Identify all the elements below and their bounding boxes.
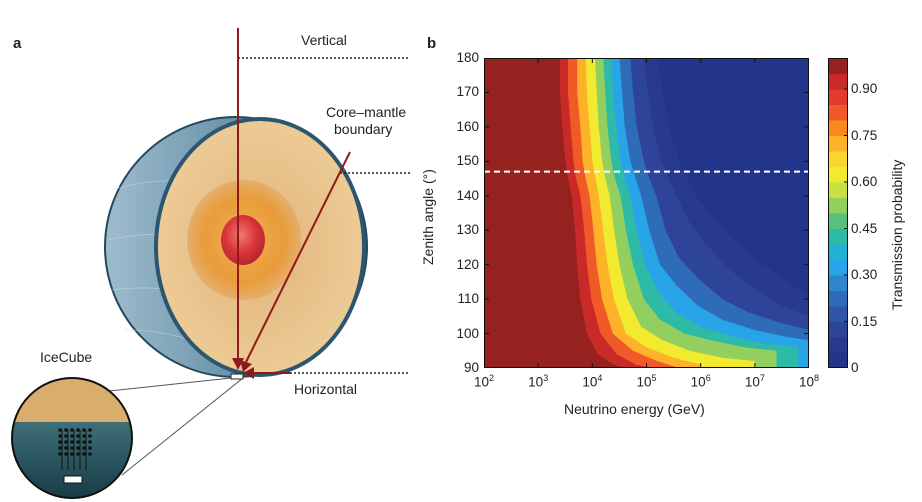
colorbar-swatch <box>828 259 848 276</box>
y-tick-label: 140 <box>456 187 479 203</box>
x-tick-label: 107 <box>744 373 765 390</box>
colorbar-label: Transmission probability <box>889 159 905 310</box>
transmission-heatmap <box>484 58 809 368</box>
colorbar-swatch <box>828 182 848 198</box>
colorbar-tick-label: 0.75 <box>851 127 878 143</box>
x-tick-label: 102 <box>474 373 495 390</box>
colorbar-swatch <box>828 151 848 167</box>
y-tick-label: 130 <box>456 222 479 238</box>
colorbar-tick-label: 0.90 <box>851 81 878 96</box>
colorbar-swatch <box>828 73 848 90</box>
inner-core <box>221 215 265 265</box>
x-tick-label: 104 <box>582 373 603 390</box>
y-tick-label: 100 <box>456 325 479 341</box>
colorbar-swatch <box>828 275 848 291</box>
icecube-deepcore-marker <box>63 475 83 484</box>
core-mantle-trajectory <box>245 151 351 363</box>
colorbar-swatch <box>828 244 848 260</box>
x-tick-label: 103 <box>528 373 549 390</box>
colorbar-swatch <box>828 306 848 322</box>
colorbar-swatch <box>828 321 848 338</box>
icecube-sensor-strings <box>58 428 92 456</box>
colorbar-swatch <box>828 213 848 229</box>
core-mantle-arrowhead <box>240 360 252 372</box>
colorbar-tick-label: 0.60 <box>851 174 878 189</box>
colorbar-swatch <box>828 89 848 105</box>
colorbar-swatch <box>828 352 848 368</box>
colorbar-tick-label: 0 <box>851 360 859 375</box>
panel-a-label: a <box>13 35 22 52</box>
colorbar-swatch <box>828 135 848 152</box>
core-mantle-label-line1: Core–mantle <box>326 104 407 120</box>
y-tick-label: 170 <box>456 84 479 100</box>
colorbar-tick-label: 0.15 <box>851 313 878 329</box>
horizontal-label: Horizontal <box>294 381 358 397</box>
earth-cutaway-illustration <box>11 28 410 499</box>
colorbar-frame <box>828 58 848 368</box>
colorbar-swatch <box>828 197 848 214</box>
y-tick-label: 150 <box>456 153 479 169</box>
colorbar-swatch <box>828 228 848 245</box>
x-tick-label: 105 <box>636 373 657 390</box>
y-tick-label: 110 <box>457 291 479 307</box>
colorbar-tick-label: 0.30 <box>851 267 878 282</box>
icecube-label: IceCube <box>40 349 93 365</box>
horizontal-arrowhead <box>243 367 254 379</box>
y-tick-label: 180 <box>456 50 479 65</box>
y-tick-label: 90 <box>463 360 479 375</box>
earth-latitude-lines <box>107 180 201 341</box>
zoom-line-right <box>121 377 244 476</box>
core-mantle-label-line2: boundary <box>334 121 393 137</box>
x-tick-label: 108 <box>799 373 820 390</box>
colorbar-swatch <box>828 166 848 183</box>
x-axis-label: Neutrino energy (GeV) <box>564 401 705 417</box>
colorbar-tick-label: 0.45 <box>851 220 878 236</box>
colorbar <box>828 58 848 368</box>
contour-band-0.95 <box>484 58 625 368</box>
colorbar-swatch <box>828 58 848 74</box>
x-tick-label: 106 <box>690 373 711 390</box>
colorbar-swatch <box>828 104 848 121</box>
icecube-marker <box>230 373 244 380</box>
y-axis-label: Zenith angle (°) <box>420 169 436 265</box>
vertical-label: Vertical <box>301 32 347 48</box>
colorbar-swatch <box>828 120 848 136</box>
panel-b-label: b <box>427 35 437 52</box>
colorbar-swatch <box>828 290 848 307</box>
icecube-cables <box>61 430 87 470</box>
y-tick-label: 160 <box>456 118 479 134</box>
colorbar-swatch <box>828 337 848 353</box>
y-tick-label: 120 <box>456 256 479 272</box>
